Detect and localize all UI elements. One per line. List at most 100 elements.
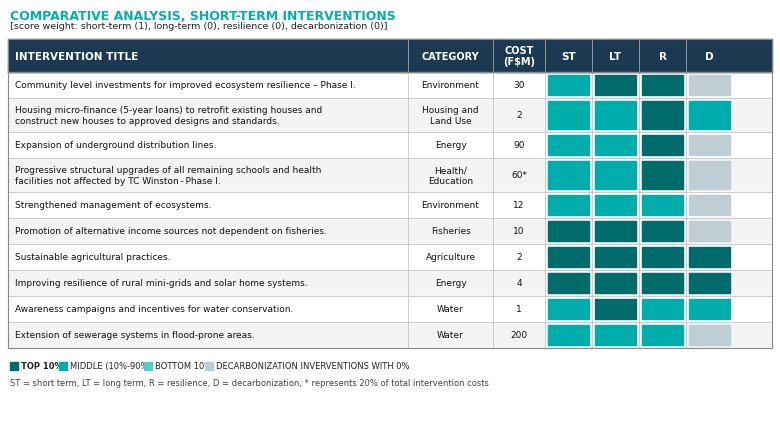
Bar	[642, 102, 683, 130]
Bar	[548, 221, 589, 241]
Bar	[642, 273, 683, 293]
Text: DECARBONIZATION INVERVENTIONS WITH 0%: DECARBONIZATION INVERVENTIONS WITH 0%	[216, 362, 410, 371]
Text: COMPARATIVE ANALYSIS, SHORT-TERM INTERVENTIONS: COMPARATIVE ANALYSIS, SHORT-TERM INTERVE…	[10, 10, 395, 23]
Text: [score weight: short-term (1), long-term (0), resilience (0), decarbonization (0: [score weight: short-term (1), long-term…	[10, 22, 388, 31]
Text: BOTTOM 10%: BOTTOM 10%	[155, 362, 212, 371]
Text: INTERVENTION TITLE: INTERVENTION TITLE	[15, 51, 138, 61]
Text: Promotion of alternative income sources not dependent on fisheries.: Promotion of alternative income sources …	[15, 227, 327, 236]
Text: D: D	[705, 51, 714, 61]
Text: 2: 2	[516, 253, 522, 262]
Text: Environment: Environment	[421, 201, 480, 210]
Bar	[595, 221, 636, 241]
Bar	[689, 196, 730, 216]
Bar	[548, 196, 589, 216]
Bar	[59, 362, 67, 370]
Text: Awareness campaigns and incentives for water conservation.: Awareness campaigns and incentives for w…	[15, 305, 293, 314]
Text: Housing and
Land Use: Housing and Land Use	[422, 106, 479, 125]
Text: Sustainable agricultural practices.: Sustainable agricultural practices.	[15, 253, 171, 262]
Text: Agriculture: Agriculture	[425, 253, 476, 262]
Text: Extension of sewerage systems in flood-prone areas.: Extension of sewerage systems in flood-p…	[15, 331, 254, 340]
Bar	[8, 73, 772, 99]
Text: 4: 4	[516, 279, 522, 288]
Text: Strengthened management of ecosystems.: Strengthened management of ecosystems.	[15, 201, 211, 210]
Bar	[689, 221, 730, 241]
Text: Water: Water	[437, 305, 464, 314]
Text: 90: 90	[513, 141, 525, 150]
Bar	[595, 102, 636, 130]
Text: 2: 2	[516, 111, 522, 120]
Bar	[548, 102, 589, 130]
Text: Community level investments for improved ecosystem resilience – Phase I.: Community level investments for improved…	[15, 81, 356, 90]
Bar	[10, 362, 18, 370]
Bar	[642, 221, 683, 241]
Bar	[8, 218, 772, 244]
Text: Energy: Energy	[434, 141, 466, 150]
Text: Water: Water	[437, 331, 464, 340]
Text: ST = short term, LT = long term, R = resilience, D = decarbonization, * represen: ST = short term, LT = long term, R = res…	[10, 378, 489, 387]
Bar	[8, 40, 772, 73]
Text: 30: 30	[513, 81, 525, 90]
Bar	[548, 136, 589, 156]
Bar	[595, 136, 636, 156]
Bar	[642, 325, 683, 345]
Bar	[8, 133, 772, 159]
Bar	[642, 247, 683, 267]
Bar	[595, 76, 636, 96]
Bar	[595, 273, 636, 293]
Bar	[689, 161, 730, 190]
Text: COST
(F$M): COST (F$M)	[503, 46, 535, 67]
Bar	[548, 299, 589, 319]
Bar	[642, 299, 683, 319]
Text: 200: 200	[510, 331, 527, 340]
Text: Housing micro-finance (5-year loans) to retrofit existing houses and
construct n: Housing micro-finance (5-year loans) to …	[15, 106, 322, 125]
Bar	[689, 247, 730, 267]
Text: R: R	[658, 51, 666, 61]
Bar	[205, 362, 213, 370]
Text: MIDDLE (10%-90%): MIDDLE (10%-90%)	[70, 362, 152, 371]
Bar	[595, 325, 636, 345]
Bar	[689, 325, 730, 345]
Text: Fisheries: Fisheries	[431, 227, 470, 236]
Text: Environment: Environment	[421, 81, 480, 90]
Bar	[595, 247, 636, 267]
Bar	[689, 273, 730, 293]
Bar	[642, 161, 683, 190]
Bar	[642, 76, 683, 96]
Text: ST: ST	[561, 51, 576, 61]
Bar	[642, 196, 683, 216]
Text: CATEGORY: CATEGORY	[422, 51, 480, 61]
Bar	[144, 362, 152, 370]
Bar	[8, 193, 772, 218]
Bar	[595, 299, 636, 319]
Bar	[548, 325, 589, 345]
Bar	[548, 161, 589, 190]
Bar	[8, 270, 772, 296]
Bar	[595, 196, 636, 216]
Text: Energy: Energy	[434, 279, 466, 288]
Bar	[548, 247, 589, 267]
Text: 1: 1	[516, 305, 522, 314]
Text: 12: 12	[513, 201, 525, 210]
Text: Progressive structural upgrades of all remaining schools and health
facilities n: Progressive structural upgrades of all r…	[15, 166, 321, 185]
Bar	[548, 76, 589, 96]
Bar	[8, 244, 772, 270]
Bar	[689, 102, 730, 130]
Bar	[548, 273, 589, 293]
Bar	[8, 40, 772, 348]
Bar	[8, 159, 772, 193]
Bar	[8, 296, 772, 322]
Bar	[595, 161, 636, 190]
Bar	[689, 299, 730, 319]
Text: TOP 10%: TOP 10%	[21, 362, 63, 371]
Text: Health/
Education: Health/ Education	[428, 166, 473, 185]
Text: Improving resilience of rural mini-grids and solar home systems.: Improving resilience of rural mini-grids…	[15, 279, 307, 288]
Bar	[689, 76, 730, 96]
Text: Expansion of underground distribution lines.: Expansion of underground distribution li…	[15, 141, 216, 150]
Bar	[642, 136, 683, 156]
Text: 60*: 60*	[511, 171, 527, 180]
Text: 10: 10	[513, 227, 525, 236]
Bar	[8, 99, 772, 133]
Text: LT: LT	[609, 51, 622, 61]
Bar	[8, 322, 772, 348]
Bar	[689, 136, 730, 156]
